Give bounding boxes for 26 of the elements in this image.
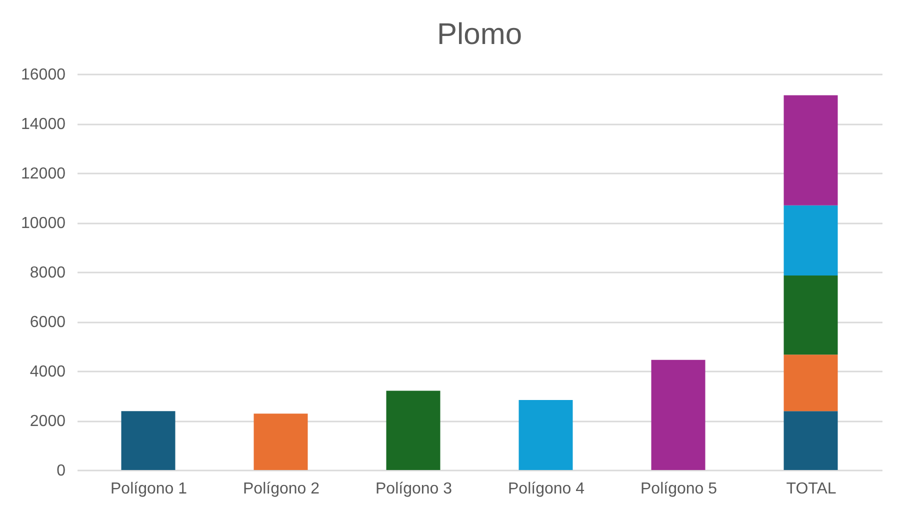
bar (386, 390, 440, 470)
bar (518, 400, 573, 470)
y-tick-label: 2000 (30, 413, 66, 430)
x-tick-label: TOTAL (786, 480, 836, 498)
y-tick-label: 10000 (21, 215, 66, 232)
bar (254, 414, 308, 470)
y-tick-label: 6000 (30, 314, 66, 331)
x-tick-label: Polígono 3 (375, 480, 452, 498)
y-tick-label: 16000 (21, 66, 66, 84)
chart-title: Plomo (436, 18, 522, 51)
x-tick-label: Polígono 2 (242, 480, 320, 498)
bar (784, 411, 838, 470)
y-tick-label: 12000 (21, 166, 66, 182)
bar (784, 205, 838, 276)
bar (784, 95, 838, 206)
bar (784, 275, 838, 355)
bar (651, 360, 706, 470)
bar (121, 411, 176, 470)
y-tick-label: 4000 (30, 364, 66, 380)
y-tick-label: 8000 (30, 264, 66, 282)
x-tick-label: Polígono 4 (508, 480, 585, 498)
y-tick-label: 14000 (21, 116, 66, 133)
x-tick-label: Polígono 5 (640, 480, 718, 498)
x-tick-label: Polígono 1 (110, 480, 188, 498)
y-tick-label: 0 (56, 462, 66, 480)
bar (784, 354, 838, 412)
